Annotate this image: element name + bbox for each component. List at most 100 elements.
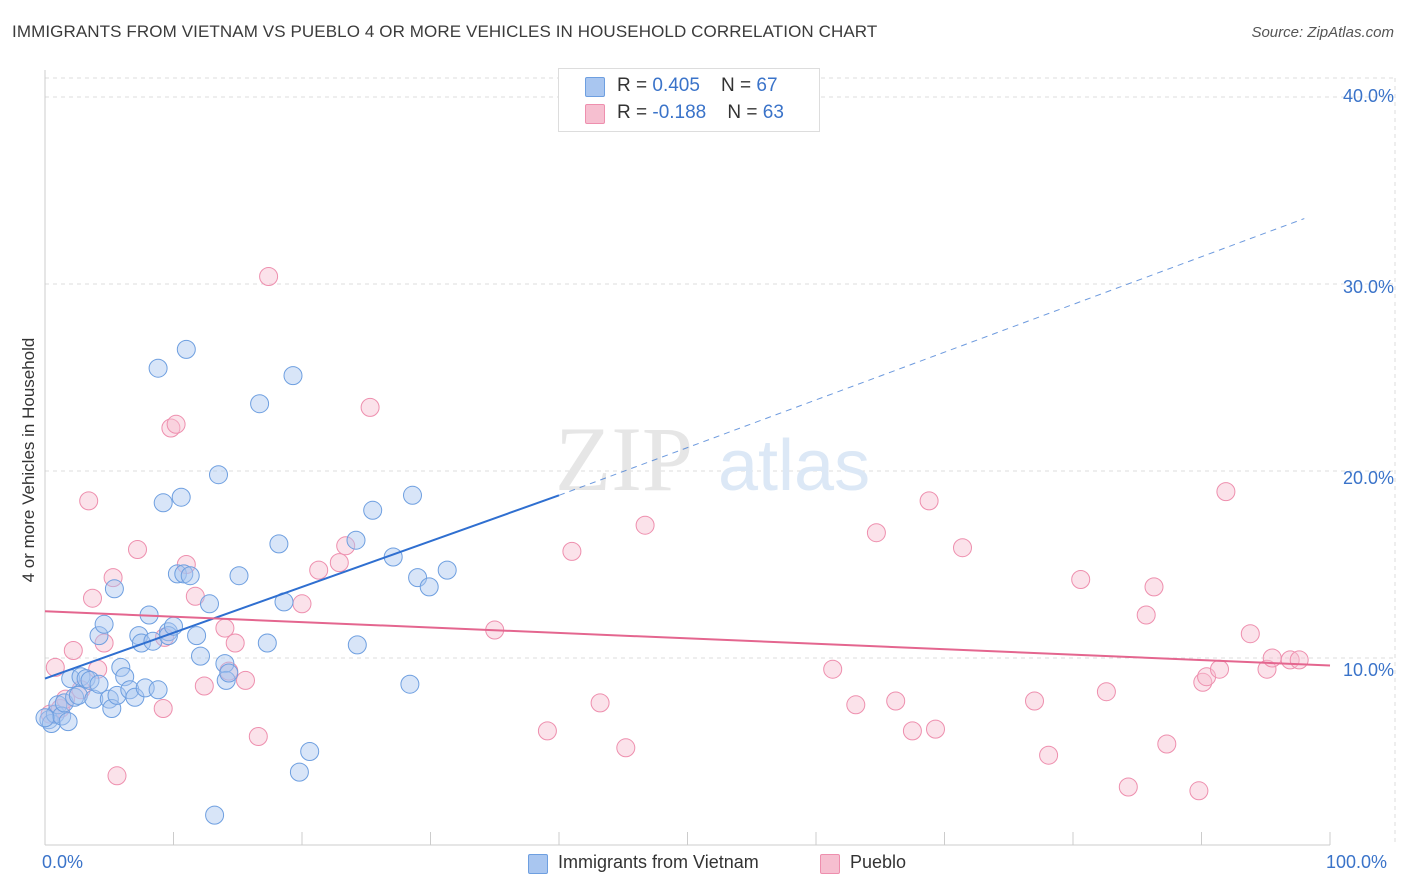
vietnam-point [363,500,383,520]
legend-n-label: N = [721,75,757,96]
series-swatch-pueblo [820,854,840,874]
vietnam-point [187,626,207,646]
legend-n-value: 67 [756,75,778,96]
vietnam-point [209,465,228,485]
pueblo-point [79,491,99,511]
pueblo-point [166,414,186,434]
vietnam-point [174,564,194,584]
vietnam-point [229,566,249,586]
vietnam-point [437,560,457,580]
pueblo-point [1216,482,1236,502]
pueblo-point [161,418,181,438]
pueblo-points [40,267,1309,801]
x-tick-label-max: 100.0% [1326,852,1388,872]
pueblo-point [194,676,214,696]
series-swatch-vietnam [528,854,548,874]
pueblo-point [1071,570,1091,589]
trend-lines [44,218,1331,680]
pueblo-point [1096,682,1116,702]
pueblo-point [292,594,312,614]
pueblo-point [336,536,356,556]
vietnam-point [176,339,196,359]
vietnam-points [35,339,457,825]
correlation-legend: R = 0.405 N = 67 R = -0.188 N = 63 [558,68,820,132]
pueblo-point [1189,781,1209,801]
vietnam-point [148,680,168,700]
legend-r-label: R = [617,75,653,96]
pueblo-point [1157,734,1177,754]
vietnam-point [68,685,88,705]
vietnam-point [111,657,131,677]
vietnam-point [215,654,235,674]
pueblo-point [919,491,939,511]
pueblo-point [83,588,102,608]
pueblo-point [590,693,610,713]
pueblo-point [128,540,147,559]
vietnam-point [250,394,270,414]
vietnam-point [94,614,114,634]
vietnam-point [400,674,420,694]
pueblo-point [953,538,972,558]
vietnam-point [153,493,173,513]
vietnam-point [216,670,236,690]
vietnam-point [283,366,303,386]
pueblo-point [902,721,922,741]
vietnam-point [58,712,78,732]
pueblo-point [248,727,268,746]
pueblo-point [1240,624,1260,644]
vietnam-trend-extension [558,218,1305,496]
pueblo-point [537,721,557,741]
pueblo-point [107,766,127,786]
pueblo-point [153,699,173,718]
chart-title: IMMIGRANTS FROM VIETNAM VS PUEBLO 4 OR M… [12,22,878,41]
pueblo-trend-line [44,610,1331,667]
vietnam-point [48,695,68,715]
pueblo-point [1025,691,1044,711]
pueblo-point [1193,672,1213,692]
vietnam-point [289,762,309,782]
series-label-pueblo: Pueblo [850,852,907,872]
pueblo-point [1136,605,1156,625]
vietnam-point [346,530,366,550]
pueblo-point [1257,659,1277,679]
vietnam-point [104,579,124,599]
pueblo-point [225,633,245,653]
pueblo-point [45,657,65,677]
source-label: Source: ZipAtlas.com [1251,24,1394,41]
series-legend: Immigrants from Vietnam Pueblo [0,852,1406,876]
pueblo-point [1289,650,1309,670]
legend-r-value: -0.188 [652,102,707,123]
vietnam-point [403,485,422,505]
vietnam-point [171,487,191,507]
watermark: ZIP atlas [555,408,870,510]
vietnam-point [300,742,320,761]
pueblo-point [823,659,843,679]
y-tick-label-40: 40.0% [1342,86,1394,106]
pueblo-point [236,670,255,690]
vietnam-point [180,566,200,586]
vietnam-point [191,646,210,666]
legend-r-label: R = [617,102,653,123]
pueblo-point [1118,777,1138,797]
vietnam-point [205,805,225,825]
legend-n-label: N = [727,102,763,123]
x-tick-marks [44,832,1331,845]
vietnam-point [347,635,367,655]
pueblo-point [360,397,380,417]
pueblo-point [1039,745,1059,765]
legend-swatch-vietnam [585,77,605,97]
pueblo-point [329,553,349,573]
pueblo-point [1144,577,1164,597]
pueblo-point [846,695,866,715]
watermark-atlas: atlas [718,426,870,506]
pueblo-point [309,560,329,580]
x-tick-label-min: 0.0% [42,852,84,872]
y-tick-label-20: 20.0% [1342,468,1394,488]
vietnam-point [200,594,219,614]
vietnam-trend-line [44,494,560,680]
pueblo-point [926,719,945,739]
vietnam-point [219,663,239,683]
vietnam-point [419,577,439,597]
pueblo-point [1210,659,1229,679]
y-tick-label-30: 30.0% [1342,277,1394,297]
